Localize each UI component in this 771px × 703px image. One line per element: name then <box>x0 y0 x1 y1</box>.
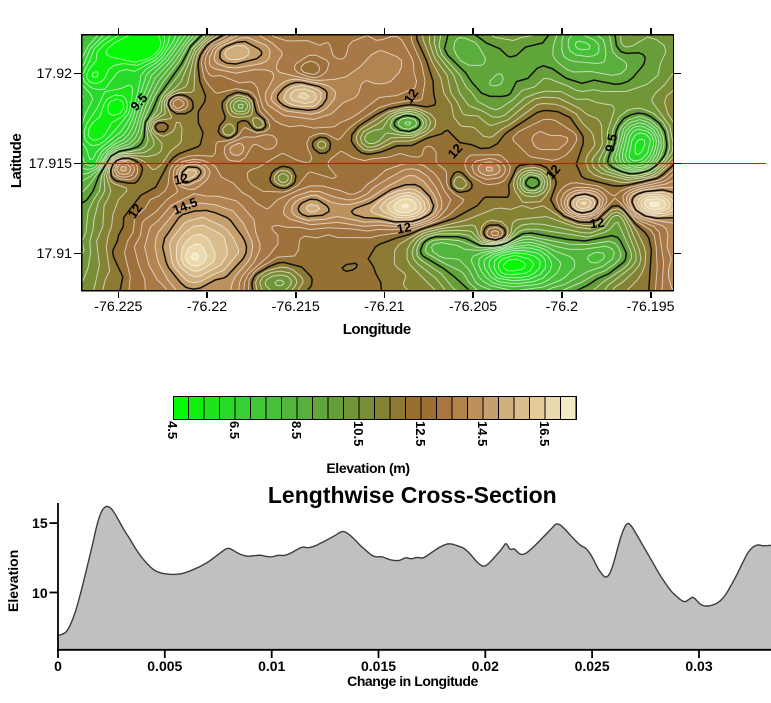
svg-text:12: 12 <box>588 215 604 232</box>
svg-text:9.5: 9.5 <box>601 133 619 154</box>
svg-text:12: 12 <box>400 86 421 106</box>
svg-text:12: 12 <box>172 170 189 188</box>
svg-text:12: 12 <box>395 219 412 236</box>
svg-text:12: 12 <box>124 201 145 221</box>
